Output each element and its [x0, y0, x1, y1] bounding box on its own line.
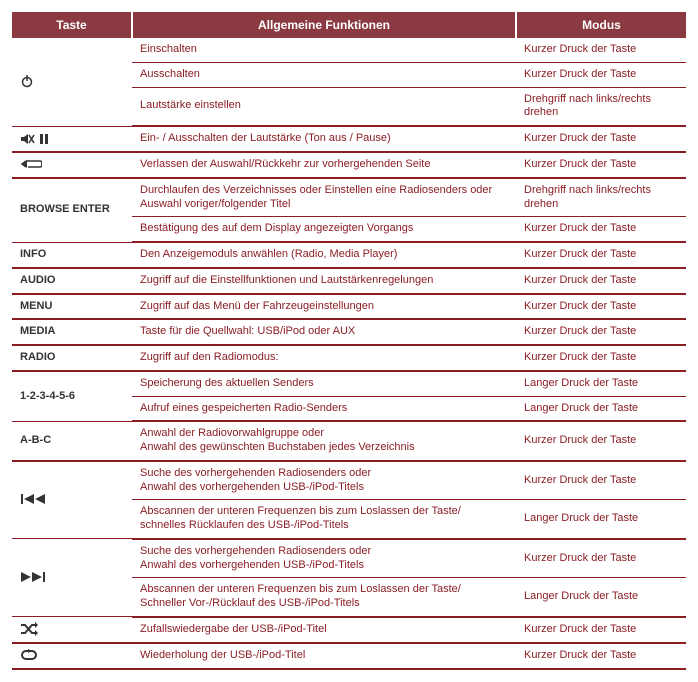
- func-cell: Zugriff auf den Radiomodus:: [132, 345, 516, 371]
- func-cell: Abscannen der unteren Frequenzen bis zum…: [132, 578, 516, 617]
- mode-cell: Langer Druck der Taste: [516, 396, 686, 421]
- mode-cell: Kurzer Druck der Taste: [516, 319, 686, 345]
- key-cell: AUDIO: [12, 268, 132, 294]
- table-row: Verlassen der Auswahl/Rückkehr zur vorhe…: [12, 152, 686, 178]
- table-row: Zufallswiedergabe der USB-/iPod-TitelKur…: [12, 617, 686, 643]
- table-row: A-B-CAnwahl der Radiovorwahlgruppe oderA…: [12, 421, 686, 461]
- mode-cell: Kurzer Druck der Taste: [516, 421, 686, 461]
- func-cell: Zugriff auf das Menü der Fahrzeugeinstel…: [132, 294, 516, 320]
- mode-cell: Kurzer Druck der Taste: [516, 643, 686, 669]
- repeat-icon: [20, 649, 38, 661]
- seek-back-icon: [20, 493, 46, 505]
- back-key-cell: [12, 152, 132, 178]
- func-cell: Abscannen der unteren Frequenzen bis zum…: [132, 500, 516, 539]
- mode-cell: Kurzer Druck der Taste: [516, 539, 686, 578]
- seek-back-key-cell: [12, 461, 132, 539]
- mode-cell: Kurzer Druck der Taste: [516, 152, 686, 178]
- func-cell: Wiederholung der USB-/iPod-Titel: [132, 643, 516, 669]
- mode-cell: Kurzer Druck der Taste: [516, 294, 686, 320]
- col-header-funktionen: Allgemeine Funktionen: [132, 12, 516, 38]
- mode-cell: Kurzer Druck der Taste: [516, 461, 686, 500]
- func-cell: Aufruf eines gespeicherten Radio-Senders: [132, 396, 516, 421]
- func-cell: Suche des vorhergehenden Radiosenders od…: [132, 539, 516, 578]
- power-icon: [20, 75, 34, 87]
- key-cell: MENU: [12, 294, 132, 320]
- func-cell: Den Anzeigemoduls anwählen (Radio, Media…: [132, 242, 516, 268]
- mode-cell: Drehgriff nach links/rechts drehen: [516, 178, 686, 217]
- table-row: AUDIOZugriff auf die Einstellfunktionen …: [12, 268, 686, 294]
- table-row: MEDIATaste für die Quellwahl: USB/iPod o…: [12, 319, 686, 345]
- mode-cell: Kurzer Druck der Taste: [516, 268, 686, 294]
- table-row: Wiederholung der USB-/iPod-TitelKurzer D…: [12, 643, 686, 669]
- mute-pause-key-cell: [12, 126, 132, 152]
- key-cell: INFO: [12, 242, 132, 268]
- table-row: Suche des vorhergehenden Radiosenders od…: [12, 461, 686, 500]
- func-cell: Ein- / Ausschalten der Lautstärke (Ton a…: [132, 126, 516, 152]
- table-header-row: Taste Allgemeine Funktionen Modus: [12, 12, 686, 38]
- func-cell: Anwahl der Radiovorwahlgruppe oderAnwahl…: [132, 421, 516, 461]
- mode-cell: Kurzer Druck der Taste: [516, 126, 686, 152]
- shuffle-key-cell: [12, 617, 132, 643]
- func-cell: Ausschalten: [132, 62, 516, 87]
- mute-pause-icon: [20, 132, 50, 144]
- table-row: INFODen Anzeigemoduls anwählen (Radio, M…: [12, 242, 686, 268]
- col-header-taste: Taste: [12, 12, 132, 38]
- shuffle-icon: [20, 623, 38, 635]
- func-cell: Suche des vorhergehenden Radiosenders od…: [132, 461, 516, 500]
- function-table: Taste Allgemeine Funktionen Modus Einsch…: [12, 12, 686, 670]
- mode-cell: Kurzer Druck der Taste: [516, 242, 686, 268]
- col-header-modus: Modus: [516, 12, 686, 38]
- func-cell: Speicherung des aktuellen Senders: [132, 371, 516, 396]
- mode-cell: Kurzer Druck der Taste: [516, 617, 686, 643]
- key-cell: RADIO: [12, 345, 132, 371]
- func-cell: Bestätigung des auf dem Display angezeig…: [132, 217, 516, 242]
- mode-cell: Langer Druck der Taste: [516, 500, 686, 539]
- seek-fwd-key-cell: [12, 539, 132, 617]
- mode-cell: Langer Druck der Taste: [516, 371, 686, 396]
- table-row: Suche des vorhergehenden Radiosenders od…: [12, 539, 686, 578]
- table-row: 1-2-3-4-5-6Speicherung des aktuellen Sen…: [12, 371, 686, 396]
- func-cell: Zufallswiedergabe der USB-/iPod-Titel: [132, 617, 516, 643]
- key-cell: A-B-C: [12, 421, 132, 461]
- table-row: BROWSE ENTERDurchlaufen des Verzeichniss…: [12, 178, 686, 217]
- func-cell: Durchlaufen des Verzeichnisses oder Eins…: [132, 178, 516, 217]
- mode-cell: Langer Druck der Taste: [516, 578, 686, 617]
- mode-cell: Kurzer Druck der Taste: [516, 217, 686, 242]
- mode-cell: Kurzer Druck der Taste: [516, 38, 686, 62]
- func-cell: Zugriff auf die Einstellfunktionen und L…: [132, 268, 516, 294]
- func-cell: Einschalten: [132, 38, 516, 62]
- func-cell: Taste für die Quellwahl: USB/iPod oder A…: [132, 319, 516, 345]
- func-cell: Verlassen der Auswahl/Rückkehr zur vorhe…: [132, 152, 516, 178]
- table-row: Ein- / Ausschalten der Lautstärke (Ton a…: [12, 126, 686, 152]
- mode-cell: Kurzer Druck der Taste: [516, 62, 686, 87]
- repeat-key-cell: [12, 643, 132, 669]
- key-cell: BROWSE ENTER: [12, 178, 132, 242]
- func-cell: Lautstärke einstellen: [132, 87, 516, 126]
- key-cell: MEDIA: [12, 319, 132, 345]
- back-icon: [20, 158, 42, 170]
- table-row: RADIOZugriff auf den Radiomodus:Kurzer D…: [12, 345, 686, 371]
- table-row: EinschaltenKurzer Druck der Taste: [12, 38, 686, 62]
- table-row: MENUZugriff auf das Menü der Fahrzeugein…: [12, 294, 686, 320]
- seek-fwd-icon: [20, 571, 46, 583]
- key-cell: 1-2-3-4-5-6: [12, 371, 132, 422]
- mode-cell: Drehgriff nach links/rechts drehen: [516, 87, 686, 126]
- power-key-cell: [12, 38, 132, 126]
- mode-cell: Kurzer Druck der Taste: [516, 345, 686, 371]
